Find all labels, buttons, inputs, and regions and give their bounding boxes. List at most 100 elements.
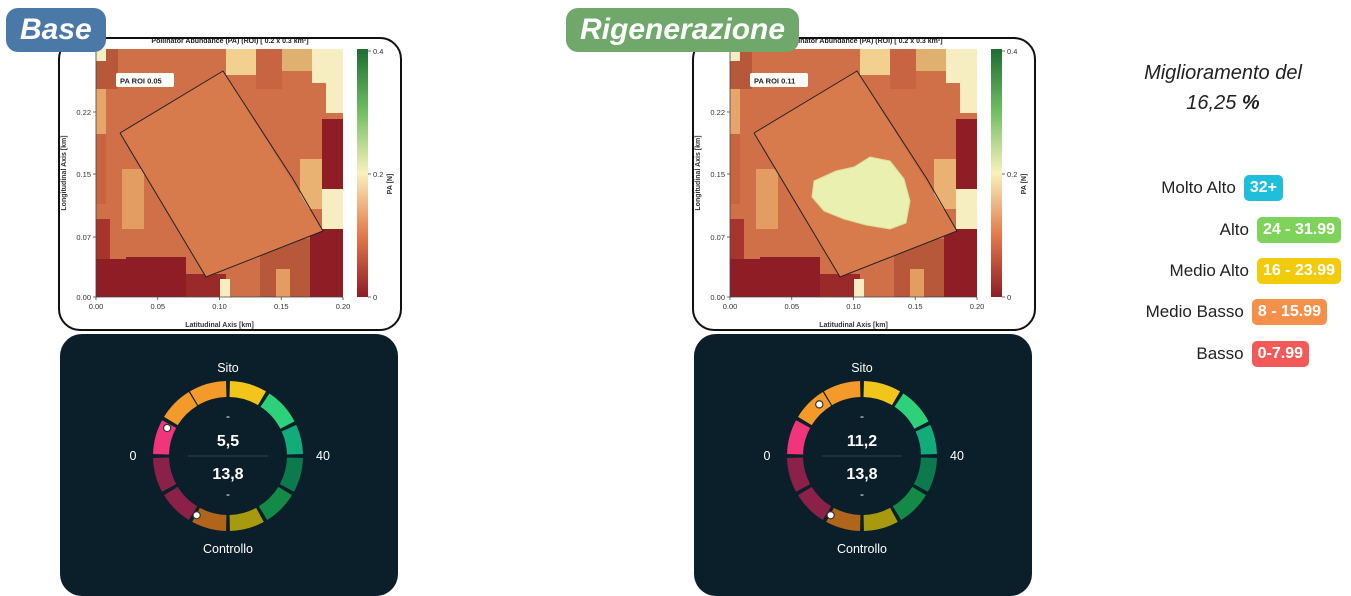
map-patch [730, 134, 740, 204]
map-patch [96, 49, 106, 61]
map-patch [820, 274, 860, 297]
map-patch [310, 229, 343, 297]
x-tick-label: 0.00 [89, 302, 104, 311]
legend-label: Molto Alto [1161, 178, 1236, 197]
map-patch [282, 49, 312, 71]
map-patch [960, 83, 977, 113]
improvement-text: Miglioramento del 16,25 % [1098, 58, 1348, 118]
gauge-min-label: 0 [764, 449, 771, 463]
map-patch [96, 89, 106, 134]
gauge-segment [281, 424, 303, 455]
x-axis-label: Latitudinal Axis [km] [185, 322, 254, 329]
map-patch [96, 134, 106, 204]
gauge-segment [892, 486, 926, 520]
map-title: Pollinator Abundance (PA) (ROI) [ 0.2 x … [151, 38, 309, 45]
x-tick-label: 0.10 [212, 302, 227, 311]
x-tick-label: 0.15 [274, 302, 289, 311]
gauge-segment [787, 420, 811, 455]
map-patch [956, 119, 977, 189]
gauge-bottom-label: Controllo [203, 542, 253, 556]
pa-map-card-rigenerazione: PA ROI 0.11 0.00 0.05 0.10 0.15 0.20 Latitudin… [692, 37, 1036, 331]
gauge-segment [787, 457, 811, 492]
gauge-card-rigenerazione: - 11,2 13,8 - Sito Controllo 0 40 [694, 334, 1032, 596]
map-patch [944, 229, 977, 297]
x-tick-label: 0.00 [723, 302, 738, 311]
map-patch [96, 259, 126, 297]
legend-row: Medio Basso 8 - 15.99 [1146, 298, 1327, 326]
roi-label: PA ROI 0.11 [754, 77, 795, 86]
y-tick-label: 0.00 [76, 293, 91, 302]
y-tick-label: 0.07 [76, 233, 91, 242]
y-tick-label: 0.15 [710, 170, 725, 179]
gauge-card-base: - 5,5 13,8 - Sito Controllo 0 40 [60, 334, 398, 596]
map-patch [756, 169, 778, 229]
map-patch [946, 49, 977, 83]
map-patch [256, 49, 282, 89]
legend-range-badge: 32+ [1243, 175, 1283, 201]
y-axis-label: Longitudinal Axis [km] [61, 135, 68, 210]
gauge-top-label: Sito [217, 361, 239, 375]
gauge-segment [229, 381, 267, 406]
gauge-min-label: 0 [130, 449, 137, 463]
map-patch [730, 89, 740, 134]
roi-label-box [750, 73, 808, 87]
gauge-segment [894, 393, 929, 430]
x-tick-label: 0.20 [970, 302, 985, 311]
legend-row: Molto Alto 32+ [1161, 174, 1283, 202]
map-patch [322, 119, 343, 189]
roi-label-box [116, 73, 174, 87]
control-marker [192, 511, 201, 520]
map-patch [220, 279, 230, 297]
map-patch [730, 49, 740, 61]
gauge-dash: - [860, 409, 864, 423]
map-patch [934, 159, 956, 209]
gauge-segment [915, 424, 937, 455]
x-tick-label: 0.05 [150, 302, 165, 311]
x-axis-label: Latitudinal Axis [km] [819, 322, 888, 329]
gauge-segment [164, 392, 198, 426]
map-patch [122, 169, 144, 229]
gauge-dash: - [860, 487, 864, 501]
map-patch [860, 49, 890, 75]
map-patch [126, 257, 186, 297]
gauge-segment [798, 486, 832, 520]
panel-tag-rigenerazione: Rigenerazione [566, 8, 800, 52]
y-tick-label: 0.15 [76, 170, 91, 179]
colorbar-tick-label: 0.4 [1007, 47, 1017, 56]
pa-heatmap-rigenerazione: PA ROI 0.110.00 0.05 0.10 0.15 0.20Latitudin… [695, 47, 1028, 329]
gauge-segment [260, 393, 295, 430]
colorbar-label: PA [N] [387, 174, 394, 195]
y-axis-label: Longitudinal Axis [km] [695, 135, 702, 210]
map-title: Pollinator Abundance (PA) (ROI) [ 0.2 x … [785, 38, 943, 45]
map-patch [326, 83, 343, 113]
site-value: 5,5 [217, 433, 239, 450]
colorbar-tick-label: 0.2 [1007, 170, 1017, 179]
gauge-segment [229, 507, 264, 531]
legend-label: Alto [1219, 220, 1249, 239]
control-marker [826, 511, 835, 520]
site-marker [162, 423, 172, 433]
colorbar-tick-label: 0 [373, 293, 377, 302]
improvement-unit: % [1241, 92, 1260, 114]
y-tick-label: 0.07 [710, 233, 725, 242]
map-patch [186, 274, 226, 297]
gauge-rigenerazione: - 11,2 13,8 - Sito Controllo 0 40 [764, 361, 964, 556]
x-tick-label: 0.15 [908, 302, 923, 311]
map-patch [760, 257, 820, 297]
x-tick-label: 0.20 [336, 302, 351, 311]
map-patch [910, 269, 924, 297]
map-patch [854, 279, 864, 297]
panel-tag-base: Base [6, 8, 106, 52]
legend-label: Medio Alto [1169, 261, 1249, 280]
map-patch [956, 189, 977, 229]
roi-fill [120, 71, 323, 277]
gauge-segment [798, 392, 832, 426]
x-tick-label: 0.10 [846, 302, 861, 311]
map-patch [916, 49, 946, 71]
site-marker [815, 400, 824, 409]
gauge-segment [189, 381, 227, 406]
legend-range-badge: 24 - 31.99 [1256, 217, 1341, 243]
map-patch [322, 189, 343, 229]
legend-range-badge: 0-7.99 [1251, 341, 1309, 367]
y-tick-label: 0.00 [710, 293, 725, 302]
